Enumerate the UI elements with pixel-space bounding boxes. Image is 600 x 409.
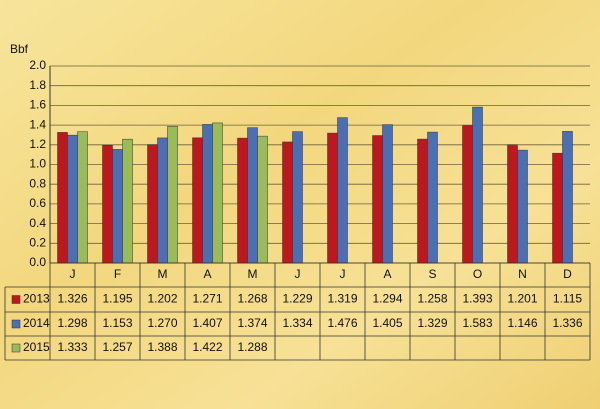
x-tick-label: F [114, 267, 121, 281]
y-tick-label: 1.4 [29, 117, 46, 131]
table-value: 1.229 [282, 292, 312, 306]
bar [192, 137, 203, 264]
x-tick-label: A [203, 267, 211, 281]
table-value: 1.388 [147, 340, 177, 354]
table-value: 1.270 [147, 316, 177, 330]
legend-label: 2015 [23, 340, 50, 354]
x-tick-label: S [428, 267, 436, 281]
table-value: 1.195 [102, 292, 132, 306]
x-tick-label: J [295, 267, 301, 281]
bar [282, 141, 293, 264]
y-tick-label: 0.0 [29, 255, 46, 269]
table-value: 1.583 [462, 316, 492, 330]
y-tick-label: 0.4 [29, 216, 46, 230]
y-axis-label: Bbf [10, 42, 29, 56]
table-value: 1.333 [57, 340, 87, 354]
bar [472, 106, 483, 264]
x-tick-label: A [383, 267, 391, 281]
bar [462, 125, 473, 264]
table-value: 1.422 [192, 340, 222, 354]
y-tick-label: 1.6 [29, 98, 46, 112]
table-value: 1.153 [102, 316, 132, 330]
y-tick-label: 0.2 [29, 235, 46, 249]
bar [122, 138, 133, 264]
bar [147, 144, 158, 264]
bar [67, 134, 78, 264]
y-tick-label: 1.2 [29, 137, 46, 151]
bar [517, 149, 528, 264]
x-tick-label: J [70, 267, 76, 281]
bar [337, 117, 348, 264]
bar [382, 124, 393, 264]
x-tick-label: O [473, 267, 482, 281]
bar [327, 132, 338, 264]
table-value: 1.334 [282, 316, 312, 330]
x-tick-label: D [563, 267, 572, 281]
y-tick-label: 0.6 [29, 196, 46, 210]
bar [372, 135, 383, 264]
bar [212, 122, 223, 264]
bar [247, 127, 258, 264]
y-tick-label: 2.0 [29, 58, 46, 72]
bar [112, 149, 123, 264]
x-tick-label: N [518, 267, 527, 281]
table-value: 1.258 [417, 292, 447, 306]
x-tick-label: J [340, 267, 346, 281]
bar [157, 137, 168, 264]
x-tick-label: M [158, 267, 168, 281]
table-value: 1.146 [507, 316, 537, 330]
table-value: 1.257 [102, 340, 132, 354]
table-value: 1.201 [507, 292, 537, 306]
bar [427, 131, 438, 264]
bar [57, 132, 68, 264]
x-tick-label: M [248, 267, 258, 281]
bar [417, 138, 428, 264]
table-value: 1.405 [372, 316, 402, 330]
bar [202, 124, 213, 264]
y-tick-label: 0.8 [29, 176, 46, 190]
table-value: 1.393 [462, 292, 492, 306]
table-value: 1.115 [553, 292, 582, 306]
table-value: 1.326 [57, 292, 87, 306]
bar [507, 144, 518, 264]
bar [237, 137, 248, 264]
table-value: 1.319 [327, 292, 357, 306]
table-value: 1.202 [147, 292, 177, 306]
legend-swatch [11, 319, 21, 329]
table-value: 1.271 [192, 292, 222, 306]
legend-label: 2013 [23, 292, 50, 306]
table-value: 1.298 [57, 316, 87, 330]
legend-swatch [11, 295, 21, 304]
bar [167, 126, 178, 264]
bar [292, 131, 303, 264]
table-value: 1.268 [237, 292, 267, 306]
bar [102, 145, 113, 264]
table-value: 1.407 [192, 316, 222, 330]
table-value: 1.329 [417, 316, 447, 330]
table-value: 1.294 [372, 292, 402, 306]
bar [77, 131, 88, 264]
bar [257, 135, 268, 264]
table-value: 1.374 [237, 316, 267, 330]
table-value: 1.288 [237, 340, 267, 354]
legend-swatch [11, 343, 21, 353]
bar [562, 131, 573, 264]
table-value: 1.336 [552, 316, 582, 330]
legend-label: 2014 [23, 316, 50, 330]
y-tick-label: 1.0 [29, 157, 46, 171]
y-tick-label: 1.8 [29, 78, 46, 92]
bar [552, 152, 563, 264]
table-value: 1.476 [327, 316, 357, 330]
